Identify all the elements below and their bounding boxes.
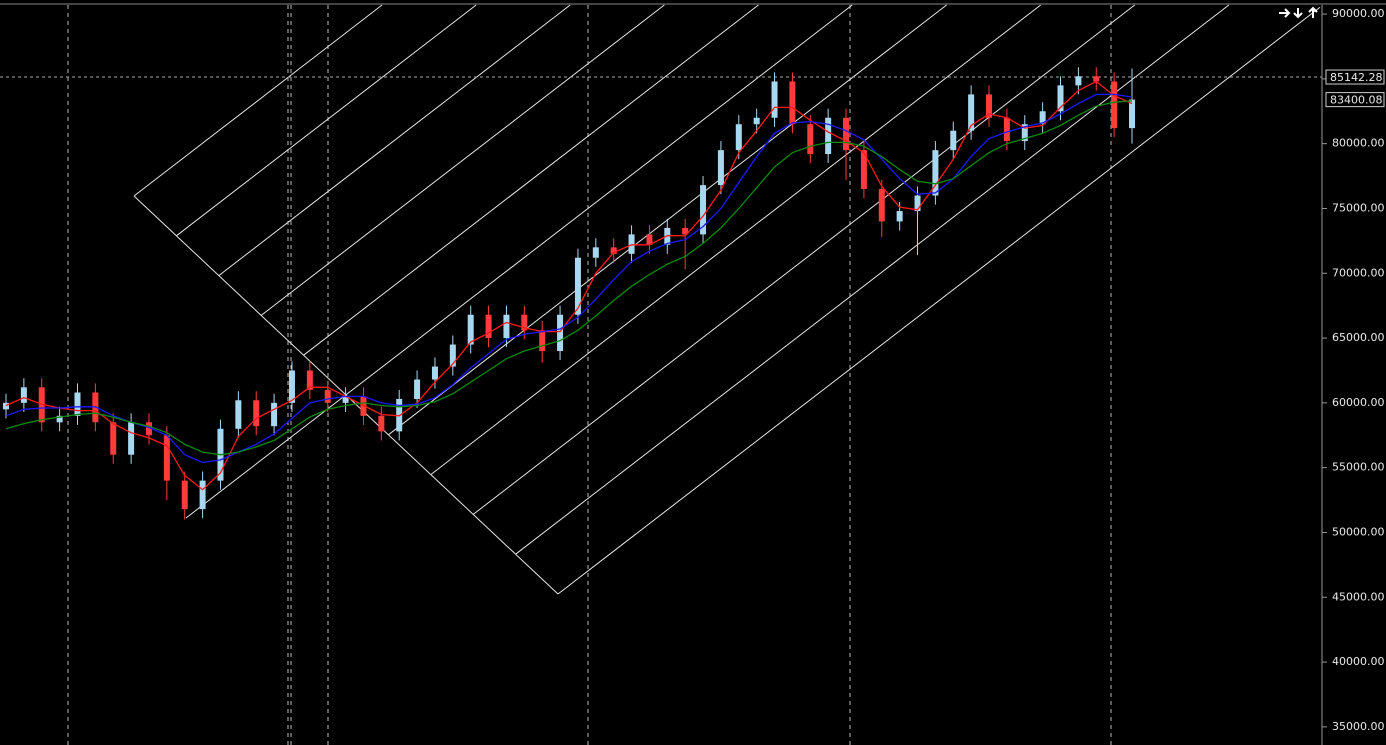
candle-body <box>431 366 438 380</box>
gann-line <box>185 4 853 519</box>
candle-body <box>771 81 778 118</box>
candle-body <box>342 396 349 403</box>
price-label-box <box>1325 69 1385 85</box>
candle-body <box>20 387 27 403</box>
candle-body <box>807 124 814 155</box>
candle-body <box>3 402 9 410</box>
y-tick-label: 75000.00 <box>1332 201 1385 214</box>
gann-line <box>133 4 383 197</box>
candle-body <box>557 314 564 352</box>
gann-grid <box>133 4 1321 595</box>
candle-body <box>789 81 796 125</box>
candle-body <box>449 344 456 367</box>
candle-body <box>968 94 975 131</box>
candle-body <box>610 247 617 254</box>
candle-body <box>574 257 581 315</box>
moving-average <box>5 93 1133 464</box>
candle-body <box>646 234 653 245</box>
candle-body <box>860 150 867 190</box>
candle-body <box>378 415 385 432</box>
arrow-down-icon[interactable] <box>1293 8 1303 19</box>
candle-body <box>145 422 152 436</box>
y-tick-label: 65000.00 <box>1332 331 1385 344</box>
candle-body <box>1111 81 1118 129</box>
gann-line <box>260 4 665 316</box>
candle-body <box>324 389 331 403</box>
candle-body <box>986 94 993 118</box>
y-tick-label: 70000.00 <box>1332 266 1385 279</box>
candle-body <box>253 400 260 427</box>
candle-body <box>932 150 939 196</box>
candle-body <box>878 189 885 222</box>
gann-line <box>430 4 1041 475</box>
candle-body <box>181 480 188 510</box>
y-tick-label: 45000.00 <box>1332 590 1385 603</box>
arrow-up-icon[interactable] <box>1308 6 1318 18</box>
price-label: 85142.28 <box>1330 71 1383 84</box>
candle-body <box>682 227 689 235</box>
candle-body <box>896 211 903 222</box>
candle-body <box>1057 85 1064 112</box>
price-label-box <box>1325 92 1385 108</box>
candle-body <box>717 150 724 186</box>
candle-body <box>503 314 510 339</box>
candle-body <box>288 370 295 403</box>
candle-body <box>235 400 242 429</box>
candle-body <box>306 370 313 390</box>
y-tick-label: 55000.00 <box>1332 461 1385 474</box>
candle-body <box>1021 124 1028 142</box>
y-tick-label: 80000.00 <box>1332 137 1385 150</box>
plot-area <box>0 67 1322 520</box>
y-tick-label: 35000.00 <box>1332 720 1385 733</box>
candle-body <box>1003 117 1010 142</box>
candle-body <box>628 234 635 254</box>
candle-body <box>735 124 742 151</box>
moving-average <box>5 100 1133 456</box>
candle-body <box>700 185 707 235</box>
candle-body <box>825 117 832 155</box>
candle-body <box>1039 111 1046 125</box>
candle-body <box>163 435 170 481</box>
candle-body <box>1093 76 1100 82</box>
candle-body <box>467 314 474 345</box>
candle-body <box>1075 76 1082 86</box>
candle-body <box>539 330 546 352</box>
candle-body <box>950 130 957 151</box>
candle-body <box>914 195 921 212</box>
gann-line <box>218 4 571 276</box>
y-tick-label: 50000.00 <box>1332 525 1385 538</box>
y-tick-label: 60000.00 <box>1332 396 1385 409</box>
candle-body <box>74 392 81 416</box>
candle-body <box>414 379 421 399</box>
y-tick-label: 90000.00 <box>1332 7 1385 20</box>
candle-body <box>521 314 528 331</box>
gann-line <box>176 4 477 237</box>
vertical-grid <box>67 5 1112 745</box>
gann-line <box>557 6 1321 595</box>
price-label: 83400.08 <box>1330 94 1383 107</box>
candle-body <box>1129 99 1135 129</box>
candle-body <box>485 314 492 339</box>
gann-line <box>303 4 759 356</box>
y-tick-label: 40000.00 <box>1332 655 1385 668</box>
toolbar[interactable] <box>1279 6 1318 19</box>
arrow-right-icon[interactable] <box>1279 8 1291 18</box>
gann-line <box>515 4 1230 555</box>
candle-body <box>110 422 117 455</box>
candle-body <box>271 402 278 427</box>
candle-body <box>592 247 599 258</box>
candle-body <box>128 422 135 455</box>
moving-average <box>5 80 1133 491</box>
candle-body <box>843 117 850 151</box>
candle-body <box>56 415 63 423</box>
candle-body <box>753 117 760 125</box>
candle-body <box>199 480 206 510</box>
gann-line <box>472 4 1136 515</box>
